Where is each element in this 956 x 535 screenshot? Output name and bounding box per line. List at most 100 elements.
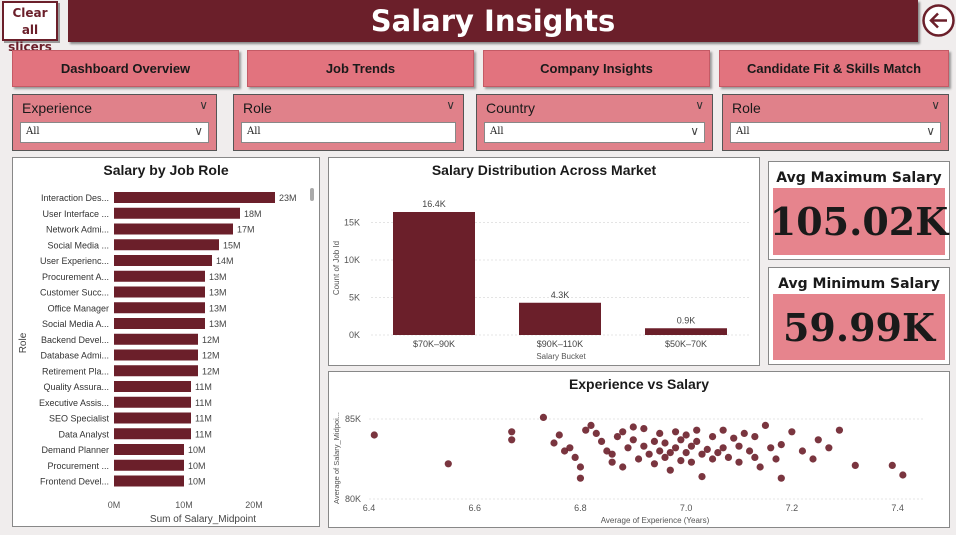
scatter-point [772, 455, 780, 463]
salary-by-role-panel: Salary by Job Role 0M 10M 20M Interaction D… [12, 157, 320, 527]
scatter-point [613, 433, 622, 441]
scatter-point [714, 449, 722, 457]
scatter-point [735, 458, 743, 466]
data-label: 13M [209, 319, 227, 329]
bar [114, 412, 191, 424]
x-tick-label: $90K–110K [537, 339, 583, 349]
chevron-down-icon[interactable]: ∨ [695, 98, 704, 112]
y-tick-label: Social Media A... [42, 319, 109, 329]
scatter-point [566, 444, 574, 452]
slicer-dropdown[interactable]: All [241, 122, 456, 143]
scatter-point [666, 449, 674, 457]
x-tick-label: 6.8 [574, 503, 587, 513]
slicer-dropdown[interactable]: All ∨ [20, 122, 209, 143]
avg-max-salary-card: Avg Maximum Salary 105.02K [768, 161, 950, 260]
y-tick-label: Quality Assura... [43, 382, 109, 392]
bar [645, 328, 727, 335]
scatter-point [708, 433, 717, 441]
scatter-point [809, 455, 817, 463]
card-value-box: 59.99K [773, 294, 945, 360]
nav-dashboard-overview-button[interactable]: Dashboard Overview [12, 50, 239, 87]
scatter-point [788, 428, 796, 436]
scatter-point [730, 434, 738, 442]
y-tick-label: SEO Specialist [49, 414, 110, 424]
scatter-point [608, 458, 616, 466]
scatter-point [656, 429, 664, 437]
scatter-point [629, 436, 637, 444]
avg-min-salary-card: Avg Minimum Salary 59.99K [768, 267, 950, 365]
bar [114, 192, 275, 203]
scatter-point [640, 425, 648, 433]
data-label: 12M [202, 335, 220, 345]
bar [393, 212, 475, 335]
y-tick-label: Executive Assis... [39, 398, 109, 408]
data-label: 10M [188, 461, 206, 471]
chevron-down-icon[interactable]: ∨ [446, 98, 455, 112]
bar [114, 349, 198, 361]
bar [114, 270, 205, 282]
scatter-point [751, 453, 759, 461]
scatter-point [708, 455, 717, 463]
x-tick-label: 10M [175, 500, 193, 510]
slicer-experience: Experience ∨ All ∨ [12, 94, 217, 151]
scatter-point [719, 444, 727, 452]
chevron-down-icon[interactable]: ∨ [194, 124, 203, 138]
bar [114, 239, 219, 251]
y-tick-label: 80K [345, 494, 361, 504]
card-title: Avg Minimum Salary [778, 276, 940, 292]
scatter-point [693, 426, 701, 434]
y-tick-label: Data Analyst [58, 429, 109, 439]
bar [114, 444, 184, 455]
scatter-point [724, 453, 733, 461]
scatter-point [777, 441, 785, 449]
scatter-point [851, 461, 859, 469]
chevron-down-icon[interactable]: ∨ [690, 124, 699, 138]
data-label: 12M [202, 351, 220, 361]
slicer-role-2: Role ∨ All ∨ [722, 94, 949, 151]
scatter-point [539, 413, 548, 421]
scatter-point [576, 474, 585, 482]
nav-company-insights-button[interactable]: Company Insights [483, 50, 710, 87]
scatter-point [687, 442, 696, 450]
bar [114, 318, 205, 329]
scatter-point [767, 444, 775, 452]
scatter-point [671, 444, 680, 452]
y-tick-label: Interaction Des... [41, 193, 109, 203]
bar [114, 286, 205, 298]
y-tick-label: 15K [344, 218, 360, 228]
data-label: 10M [188, 445, 206, 455]
nav-job-trends-button[interactable]: Job Trends [247, 50, 474, 87]
scatter-point [888, 461, 896, 469]
x-axis-label: Average of Experience (Years) [601, 516, 710, 525]
x-tick-label: 7.0 [680, 503, 693, 513]
chevron-down-icon[interactable]: ∨ [199, 98, 208, 112]
scrollbar-thumb [310, 188, 314, 201]
scatter-point [650, 437, 659, 445]
scatter-point [555, 431, 563, 439]
chart-title: Salary by Job Role [103, 162, 229, 178]
scatter-point [777, 474, 785, 482]
scatter-point [444, 460, 452, 468]
back-arrow-icon[interactable] [922, 4, 955, 37]
chart-title: Salary Distribution Across Market [431, 162, 657, 178]
scatter-point [656, 447, 664, 455]
nav-candidate-fit-button[interactable]: Candidate Fit & Skills Match [719, 50, 949, 87]
chevron-down-icon[interactable]: ∨ [926, 124, 935, 138]
scatter-point [508, 428, 516, 436]
y-tick-label: Procurement A... [42, 272, 109, 282]
x-axis-label: Salary Bucket [536, 352, 586, 361]
scatter-point [619, 463, 627, 471]
y-axis-label: Count of Job Id [332, 241, 341, 295]
slicer-dropdown[interactable]: All ∨ [484, 122, 705, 143]
scatter-point [597, 437, 606, 445]
clear-all-slicers-button[interactable]: Clear all slicers [2, 1, 58, 54]
slicer-dropdown[interactable]: All ∨ [730, 122, 941, 143]
scatter-point [798, 447, 807, 455]
card-value: 59.99K [782, 304, 936, 350]
scatter-point [508, 436, 516, 444]
chevron-down-icon[interactable]: ∨ [931, 98, 940, 112]
scatter-point [608, 450, 616, 458]
scatter-point [735, 442, 743, 450]
scatter-point [682, 431, 690, 439]
x-tick-label: 0M [108, 500, 121, 510]
